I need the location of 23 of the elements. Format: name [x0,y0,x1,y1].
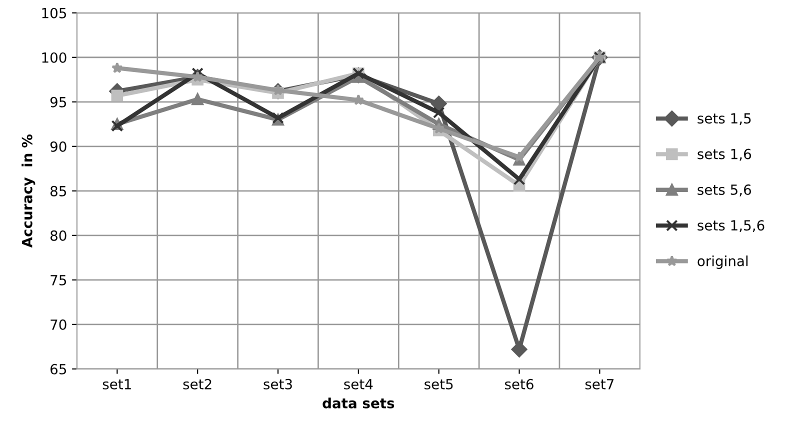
x-tick-label: set1 [102,379,131,390]
legend-label: original [698,256,748,269]
legend-label: sets 5,6 [698,184,752,196]
y-tick-label: 75 [50,275,66,286]
y-tick-label: 90 [50,141,66,152]
x-tick-label: set6 [504,378,534,390]
y-tick-label: 100 [42,52,66,63]
x-axis-title: data sets [322,398,394,408]
legend-label: sets 1,5 [698,113,751,126]
y-tick-label: 65 [50,364,66,374]
y-tick-label: 85 [50,186,66,196]
legend-label: sets 1,5,6 [698,220,764,232]
x-tick-label: set4 [344,379,373,390]
legend-label: sets 1,6 [698,148,752,161]
y-tick-label: 95 [50,96,66,108]
x-tick-label: set2 [183,378,212,390]
x-tick-label: set7 [585,379,614,390]
y-tick-label: 80 [50,230,66,241]
y-tick-label: 70 [50,319,66,330]
x-tick-label: set3 [264,378,292,390]
y-tick-label: 105 [42,8,66,18]
x-tick-label: set5 [424,379,453,390]
y-axis-title: Accuracy in % [22,134,36,248]
